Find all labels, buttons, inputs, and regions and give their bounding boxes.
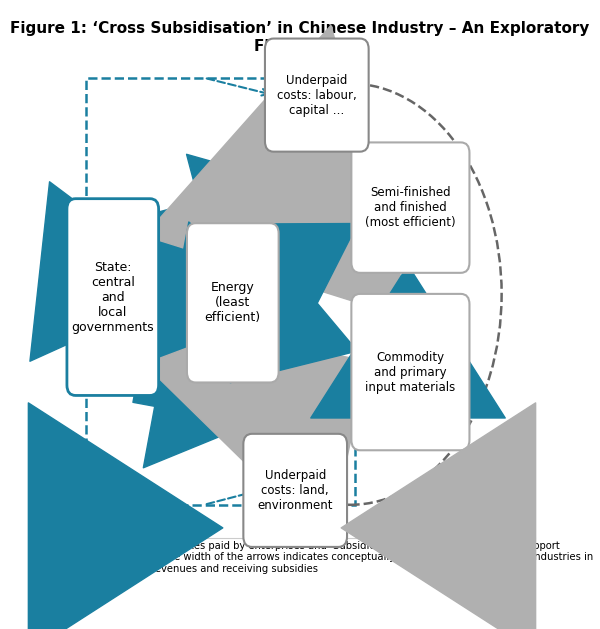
Text: Revenues: Revenues xyxy=(410,521,472,535)
Text: Underpaid
costs: labour,
capital …: Underpaid costs: labour, capital … xyxy=(277,74,356,116)
FancyBboxPatch shape xyxy=(352,142,469,273)
Text: Semi-finished
and finished
(most efficient): Semi-finished and finished (most efficie… xyxy=(365,186,456,229)
FancyBboxPatch shape xyxy=(187,223,278,382)
Text: State:
central
and
local
governments: State: central and local governments xyxy=(71,260,154,333)
Text: Energy
(least
efficient): Energy (least efficient) xyxy=(205,281,261,325)
FancyBboxPatch shape xyxy=(67,199,158,396)
FancyBboxPatch shape xyxy=(352,294,469,450)
Text: Notes:: Notes: xyxy=(65,540,101,550)
Text: Subsidies: Subsidies xyxy=(104,521,163,535)
Text: Underpaid
costs: land,
environment: Underpaid costs: land, environment xyxy=(257,469,333,512)
FancyBboxPatch shape xyxy=(244,434,347,547)
FancyBboxPatch shape xyxy=(265,38,368,152)
Text: Figure 1: ‘Cross Subsidisation’ in Chinese Industry – An Exploratory
Flow Chart: Figure 1: ‘Cross Subsidisation’ in Chine… xyxy=(10,21,590,53)
Text: ‘Revenues’ are taxes paid by enterprises and ‘Subsidies’ are the use of revenues: ‘Revenues’ are taxes paid by enterprises… xyxy=(101,540,593,574)
Text: Commodity
and primary
input materials: Commodity and primary input materials xyxy=(365,350,455,394)
